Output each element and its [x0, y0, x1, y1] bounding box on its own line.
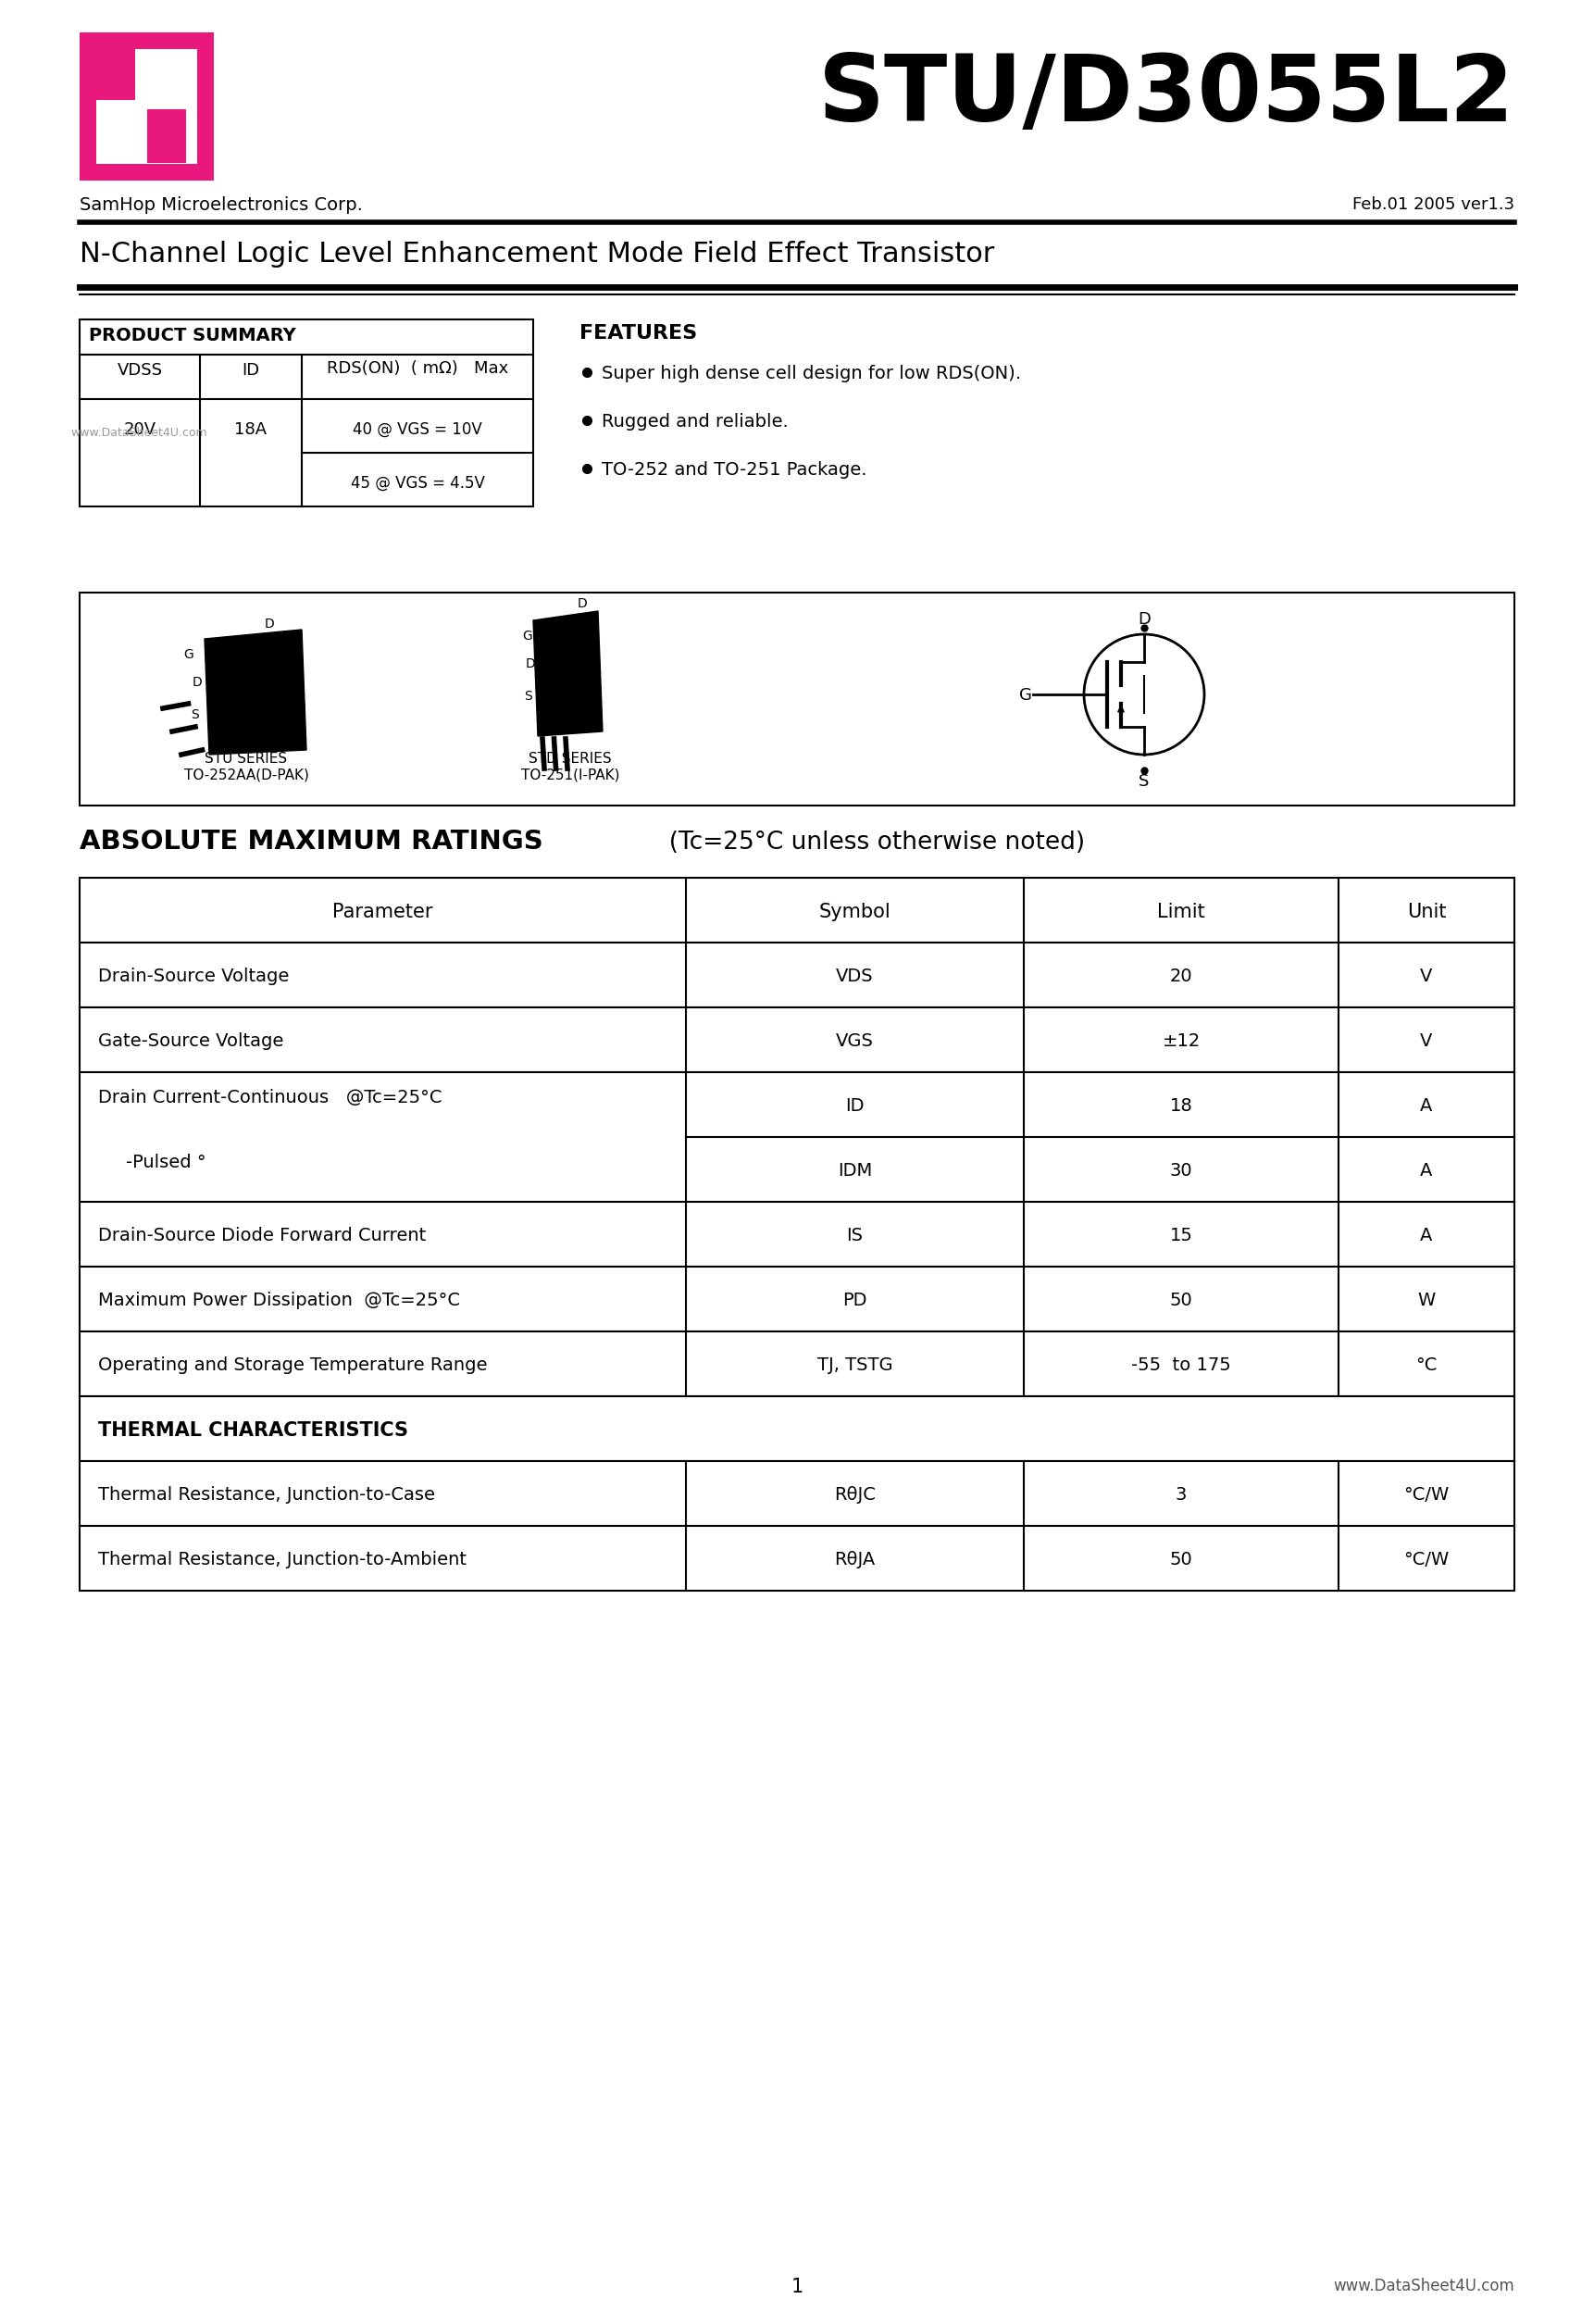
Text: A: A [1420, 1162, 1433, 1181]
Text: °C/W: °C/W [1404, 1552, 1449, 1569]
Text: V: V [1420, 969, 1433, 985]
Text: 18A: 18A [234, 421, 268, 437]
Text: Maximum Power Dissipation  @Tc=25°C: Maximum Power Dissipation @Tc=25°C [99, 1292, 461, 1311]
Text: -55  to 175: -55 to 175 [1132, 1357, 1231, 1373]
Text: Drain-Source Diode Forward Current: Drain-Source Diode Forward Current [99, 1227, 426, 1246]
Text: Feb.01 2005 ver1.3: Feb.01 2005 ver1.3 [1352, 195, 1514, 214]
Text: °C/W: °C/W [1404, 1487, 1449, 1504]
Bar [80, 1071, 1514, 1202]
Bar [80, 944, 1514, 1006]
Text: Unit: Unit [1408, 902, 1446, 920]
Text: VDSS: VDSS [116, 363, 163, 379]
Bar [80, 878, 1514, 944]
Text: ABSOLUTE MAXIMUM RATINGS: ABSOLUTE MAXIMUM RATINGS [80, 830, 544, 855]
Text: www.DataSheet4U.com: www.DataSheet4U.com [1333, 2278, 1514, 2294]
Text: Operating and Storage Temperature Range: Operating and Storage Temperature Range [99, 1357, 488, 1373]
Text: 18: 18 [1170, 1097, 1192, 1116]
Bar [80, 1397, 1514, 1462]
Text: Limit: Limit [1157, 902, 1205, 920]
Bar [96, 49, 135, 100]
Text: www.DataSheet4U.com: www.DataSheet4U.com [70, 428, 207, 439]
Bar [80, 33, 214, 49]
Bar [80, 1527, 1514, 1590]
Bar [80, 1006, 1514, 1071]
Text: ID: ID [845, 1097, 864, 1116]
Text: IDM: IDM [837, 1162, 872, 1181]
Text: 40 @ VGS = 10V: 40 @ VGS = 10V [352, 421, 481, 437]
Text: 30: 30 [1170, 1162, 1192, 1181]
Text: G: G [183, 648, 193, 660]
Bar [80, 1332, 1514, 1397]
Text: A: A [1420, 1097, 1433, 1116]
Text: 20V: 20V [123, 421, 156, 437]
Text: Drain Current-Continuous   @Tc=25°C: Drain Current-Continuous @Tc=25°C [99, 1090, 442, 1106]
Text: ID: ID [242, 363, 260, 379]
Text: V: V [1420, 1032, 1433, 1050]
Text: D: D [1138, 611, 1151, 627]
Text: W: W [1417, 1292, 1435, 1311]
Text: A: A [1420, 1227, 1433, 1246]
Bar [80, 33, 96, 181]
Text: Super high dense cell design for low RDS(ON).: Super high dense cell design for low RDS… [601, 365, 1022, 383]
Text: D: D [193, 676, 202, 688]
Bar [80, 1202, 1514, 1267]
Text: Thermal Resistance, Junction-to-Case: Thermal Resistance, Junction-to-Case [99, 1487, 435, 1504]
Text: Gate-Source Voltage: Gate-Source Voltage [99, 1032, 284, 1050]
Bar [80, 1267, 1514, 1332]
Text: 50: 50 [1170, 1292, 1192, 1311]
Text: 3: 3 [1175, 1487, 1188, 1504]
Text: FEATURES: FEATURES [580, 323, 697, 342]
Text: SamHop Microelectronics Corp.: SamHop Microelectronics Corp. [80, 195, 363, 214]
Text: TO-252AA(D-PAK): TO-252AA(D-PAK) [183, 769, 309, 783]
Text: TO-252 and TO-251 Package.: TO-252 and TO-251 Package. [601, 460, 867, 479]
Text: D: D [265, 618, 274, 630]
Bar [147, 109, 186, 163]
Text: D: D [526, 658, 536, 669]
Text: RDS(ON)  ( mΩ)   Max: RDS(ON) ( mΩ) Max [327, 360, 508, 376]
Text: -Pulsed °: -Pulsed ° [126, 1153, 206, 1171]
Text: 20: 20 [1170, 969, 1192, 985]
Text: 45 @ VGS = 4.5V: 45 @ VGS = 4.5V [351, 474, 485, 493]
Bar [80, 593, 1514, 806]
Text: 50: 50 [1170, 1552, 1192, 1569]
Text: STD SERIES: STD SERIES [529, 753, 612, 765]
Text: 15: 15 [1170, 1227, 1192, 1246]
Text: Rugged and reliable.: Rugged and reliable. [601, 414, 789, 430]
Text: G: G [523, 630, 532, 641]
Text: (Tc=25°C unless otherwise noted): (Tc=25°C unless otherwise noted) [654, 830, 1086, 855]
Text: S: S [1138, 774, 1149, 790]
Text: THERMAL CHARACTERISTICS: THERMAL CHARACTERISTICS [99, 1422, 408, 1441]
Bar [80, 318, 532, 507]
Text: °C: °C [1415, 1357, 1438, 1373]
Text: PD: PD [843, 1292, 867, 1311]
Text: TO-251(I-PAK): TO-251(I-PAK) [521, 769, 620, 783]
Text: Symbol: Symbol [819, 902, 891, 920]
Text: VDS: VDS [835, 969, 874, 985]
Text: 1: 1 [791, 2278, 803, 2296]
Text: RθJC: RθJC [834, 1487, 875, 1504]
Text: IS: IS [846, 1227, 864, 1246]
Polygon shape [204, 630, 306, 755]
Text: ±12: ±12 [1162, 1032, 1200, 1050]
Text: D: D [577, 597, 588, 611]
Text: Thermal Resistance, Junction-to-Ambient: Thermal Resistance, Junction-to-Ambient [99, 1552, 467, 1569]
Text: G: G [1019, 688, 1031, 704]
Bar [80, 165, 214, 181]
Text: PRODUCT SUMMARY: PRODUCT SUMMARY [89, 328, 296, 344]
Text: Parameter: Parameter [333, 902, 434, 920]
Text: VGS: VGS [835, 1032, 874, 1050]
Polygon shape [532, 611, 603, 737]
Text: N-Channel Logic Level Enhancement Mode Field Effect Transistor: N-Channel Logic Level Enhancement Mode F… [80, 242, 995, 267]
Bar [198, 33, 214, 181]
Text: Drain-Source Voltage: Drain-Source Voltage [99, 969, 289, 985]
Bar [80, 1462, 1514, 1527]
Text: S: S [191, 709, 199, 720]
Text: RθJA: RθJA [834, 1552, 875, 1569]
Text: S: S [524, 690, 532, 702]
Text: STU SERIES: STU SERIES [206, 753, 287, 765]
Text: TJ, TSTG: TJ, TSTG [818, 1357, 893, 1373]
Text: STU/D3055L2: STU/D3055L2 [818, 51, 1514, 142]
